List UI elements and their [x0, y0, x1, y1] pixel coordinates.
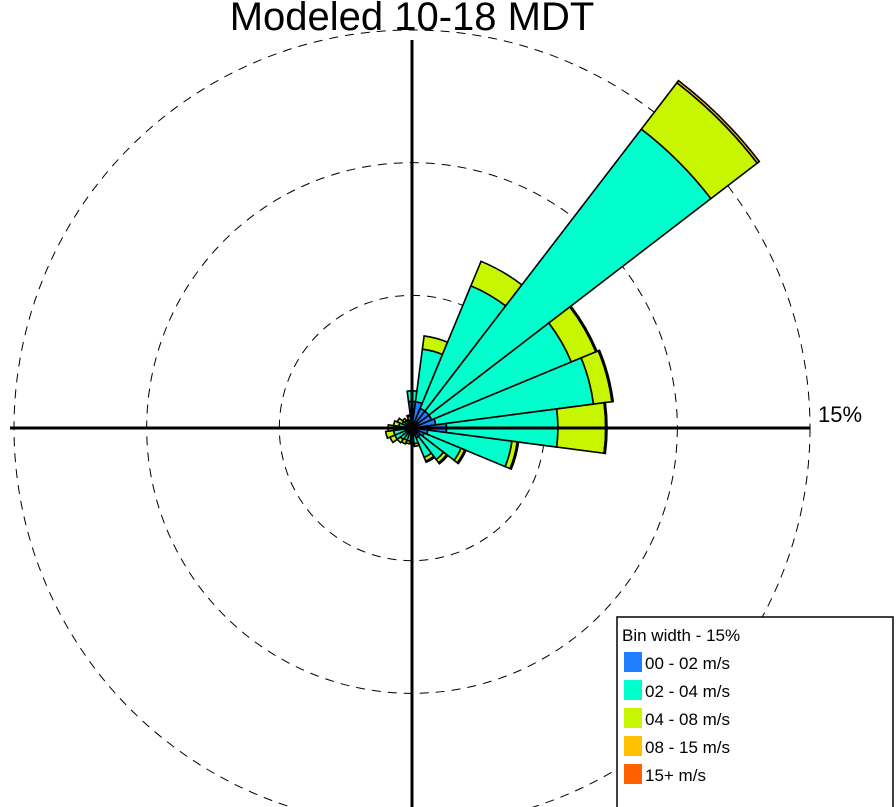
wedge-75deg-bin-3 [597, 349, 615, 403]
legend: Bin width - 15% 00 - 02 m/s 02 - 04 m/s 04… [616, 616, 894, 807]
wedge-105deg-bin-3 [509, 440, 520, 471]
legend-items: 00 - 02 m/s 02 - 04 m/s 04 - 08 m/s 08 - 15… [624, 652, 730, 785]
legend-swatch-4 [624, 764, 642, 784]
legend-box [616, 616, 894, 807]
legend-label-0: 00 - 02 m/s [645, 654, 730, 673]
legend-label-3: 08 - 15 m/s [645, 738, 730, 757]
legend-title: Bin width - 15% [622, 626, 740, 645]
axis-layer [10, 40, 810, 807]
legend-label-2: 04 - 08 m/s [645, 710, 730, 729]
legend-label-1: 02 - 04 m/s [645, 682, 730, 701]
legend-swatch-1 [624, 680, 642, 700]
wedge-90deg-bin-3 [603, 401, 608, 455]
wedge-120deg-bin-3 [456, 448, 467, 465]
legend-swatch-3 [624, 736, 642, 756]
wedge-135deg-bin-3 [437, 453, 449, 465]
chart-title: Modeled 10-18 MDT [230, 0, 595, 39]
wedge-345deg-bin-2 [405, 413, 412, 419]
ring-label-15: 15% [818, 402, 862, 427]
wedge-150deg-bin-3 [424, 455, 436, 464]
legend-swatch-2 [624, 708, 642, 728]
legend-label-4: 15+ m/s [645, 766, 706, 785]
legend-swatch-0 [624, 652, 642, 672]
wedge-45deg-bin-3 [675, 79, 761, 165]
wedge-layer [384, 79, 761, 471]
wedge-165deg-bin-2 [413, 441, 421, 448]
